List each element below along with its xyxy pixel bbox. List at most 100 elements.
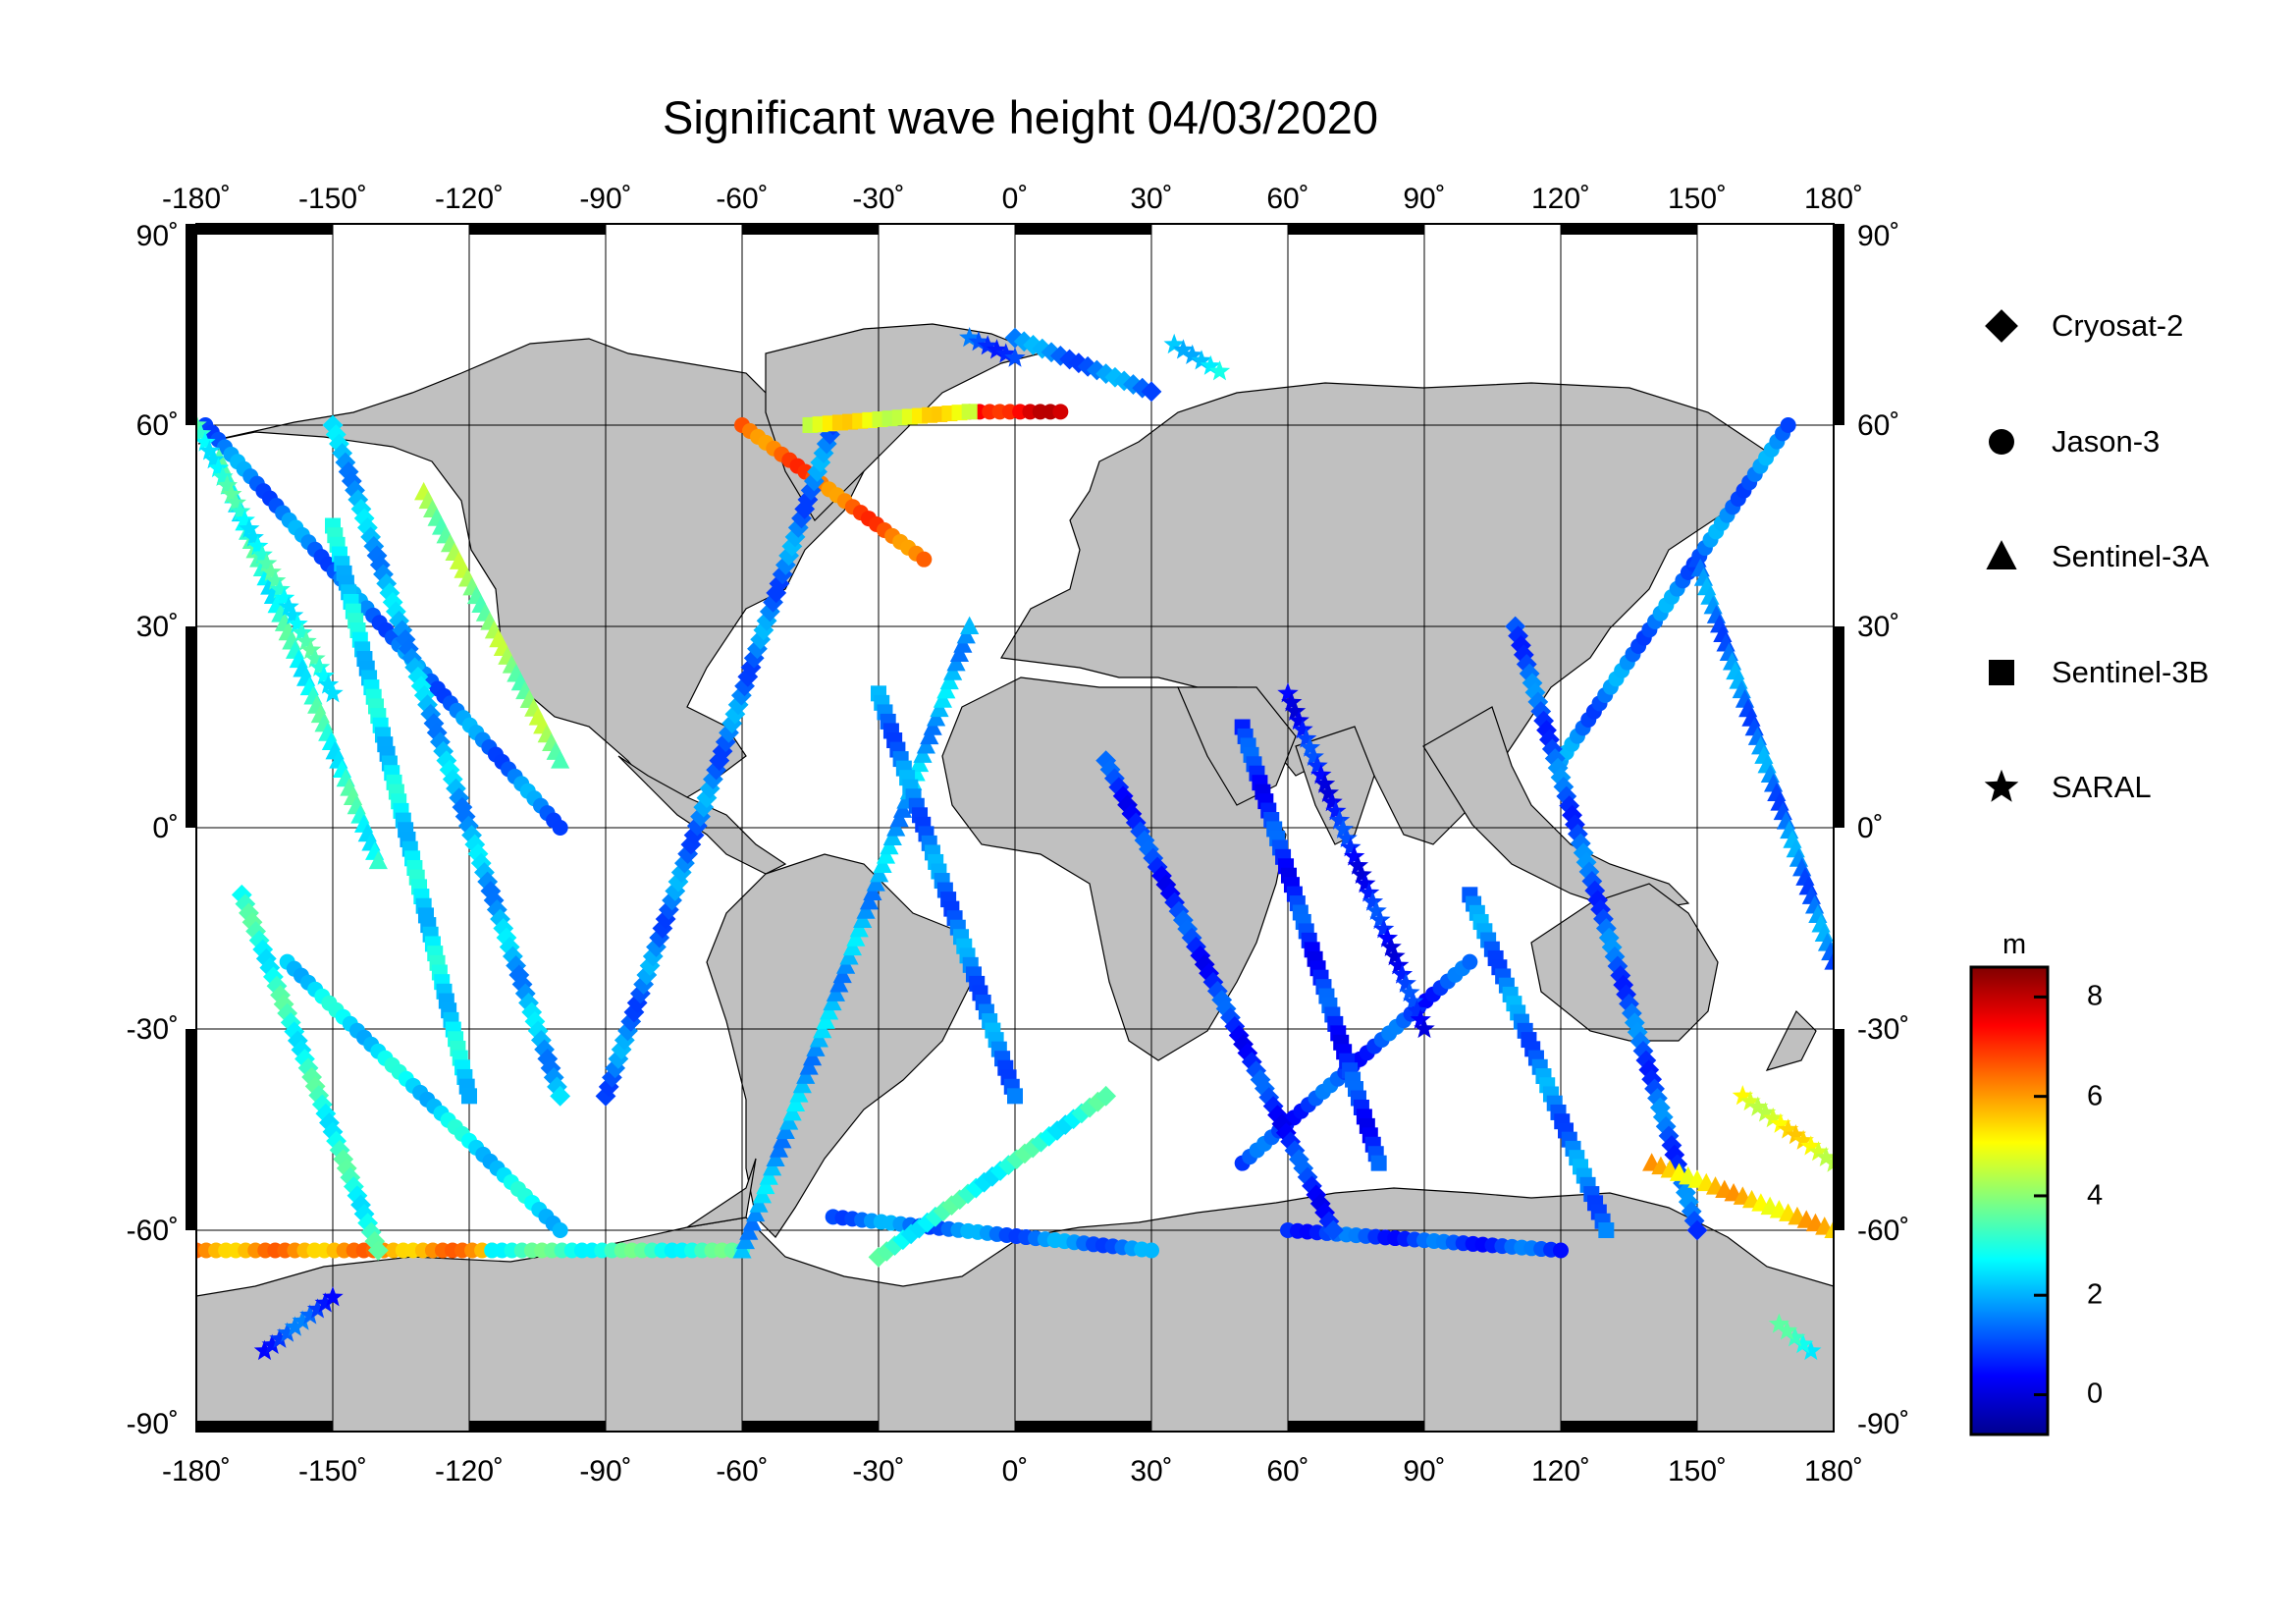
cryosat-2-point (1151, 865, 1172, 887)
cryosat-2-point (1181, 927, 1202, 948)
cryosat-2-point (1132, 377, 1153, 399)
cryosat-2-point (1581, 871, 1603, 892)
saral-point (306, 1298, 329, 1319)
legend-item-sentinel-3a: Sentinel-3A (1979, 527, 2209, 586)
lon-tick-label-bottom: -150˚ (298, 1455, 367, 1488)
legend-label: Sentinel-3A (2052, 539, 2210, 573)
lat-tick-label-left: 60˚ (136, 409, 179, 442)
sentinel-3a-point (859, 891, 880, 910)
saral-point (292, 1310, 313, 1330)
cryosat-2-point (1607, 955, 1629, 977)
sentinel-3a-point (949, 643, 970, 663)
lat-tick-label-right: -30˚ (1857, 1013, 1909, 1046)
cryosat-2-point (1565, 814, 1585, 836)
sentinel-3a-point (926, 708, 946, 727)
cryosat-2-point (291, 1039, 312, 1060)
sentinel-3a-point (1821, 942, 1834, 961)
sentinel-3a-point (909, 753, 930, 773)
saral-point (203, 449, 225, 469)
square-marker (1989, 660, 2014, 685)
sentinel-3a-point (876, 845, 896, 864)
lat-tick-label-left: -60˚ (127, 1215, 179, 1247)
sentinel-3a-point (742, 1213, 762, 1231)
saral-point (253, 1339, 276, 1361)
sentinel-3a-point (936, 680, 956, 699)
cryosat-2-point (1159, 883, 1181, 904)
cryosat-2-point (360, 1221, 382, 1243)
saral-point (1792, 1129, 1814, 1150)
lon-tick-label-bottom: -30˚ (852, 1455, 904, 1488)
saral-point (304, 647, 326, 669)
diamond-icon (1985, 309, 2018, 343)
cryosat-2-point (1141, 381, 1162, 403)
cryosat-2-point (407, 666, 429, 687)
cryosat-2-point (1322, 1219, 1344, 1241)
cryosat-2-point (1275, 1122, 1297, 1144)
saral-point (287, 613, 308, 633)
saral-point (1823, 1152, 1834, 1172)
cryosat-2-point (595, 1085, 616, 1107)
saral-point (1310, 764, 1332, 784)
jason-3-point (1144, 1242, 1159, 1259)
sentinel-3a-point (789, 1084, 809, 1103)
cryosat-2-point (1186, 936, 1206, 957)
sentinel-3a-point (939, 671, 959, 690)
cryosat-2-point (1138, 839, 1159, 860)
saral-point (322, 682, 344, 703)
saral-point (1785, 1326, 1806, 1347)
sentinel-3a-point (551, 750, 570, 769)
saral-point (1004, 347, 1026, 367)
cryosat-2-point (231, 884, 252, 905)
saral-point (1359, 882, 1380, 902)
saral-point (196, 431, 216, 452)
border-segment (1288, 223, 1424, 235)
saral-point (995, 343, 1017, 363)
cryosat-2-point (1202, 971, 1224, 993)
saral-point (256, 552, 278, 573)
saral-point (1163, 333, 1185, 354)
cryosat-2-point (1108, 777, 1130, 798)
saral-point (1351, 863, 1372, 885)
saral-point (1299, 736, 1321, 757)
lon-tick-label-top: 180˚ (1804, 183, 1863, 215)
cryosat-2-point (876, 1241, 897, 1262)
cryosat-2-point (997, 1155, 1019, 1176)
lon-tick-label-bottom: 30˚ (1130, 1455, 1172, 1488)
lat-tick-label-left: 30˚ (136, 611, 179, 643)
sentinel-3a-point (809, 1029, 828, 1048)
cryosat-2-point (1099, 759, 1121, 781)
cryosat-2-point (280, 1011, 301, 1033)
border-segment (196, 223, 333, 235)
sentinel-3a-point (866, 873, 885, 892)
sentinel-3a-point (785, 1093, 806, 1111)
saral-point (1776, 1320, 1798, 1340)
cryosat-2-point (367, 1240, 389, 1261)
diamond-marker (1985, 309, 2018, 343)
saral-point (198, 440, 221, 460)
saral-point (1317, 782, 1339, 802)
cryosat-2-point (1063, 1109, 1084, 1130)
saral-point (1395, 972, 1416, 993)
lat-tick-label-right: -60˚ (1857, 1215, 1909, 1247)
figure-title: Significant wave height 04/03/2020 (662, 91, 1379, 143)
saral-point (317, 674, 340, 694)
satellite-tracks (196, 327, 1834, 1361)
sentinel-3a-point (913, 744, 933, 763)
saral-point (968, 331, 989, 352)
saral-point (260, 561, 282, 581)
sentinel-3a-point (796, 1065, 816, 1084)
saral-point (1292, 719, 1313, 739)
lon-tick-label-top: -60˚ (716, 183, 768, 215)
legend-label: Sentinel-3B (2052, 655, 2210, 689)
lon-tick-label-top: 30˚ (1130, 183, 1172, 215)
saral-point (1328, 809, 1351, 830)
sentinel-3a-point (823, 992, 842, 1011)
lon-tick-label-top: 0˚ (1002, 183, 1029, 215)
saral-point (1296, 728, 1317, 748)
sentinel-3a-point (782, 1102, 802, 1121)
cryosat-2-point (949, 1189, 971, 1211)
lon-tick-label-bottom: 180˚ (1804, 1455, 1863, 1488)
cryosat-2-point (294, 1049, 315, 1069)
sentinel-3a-point (732, 1240, 752, 1259)
cryosat-2-point (925, 1206, 946, 1227)
